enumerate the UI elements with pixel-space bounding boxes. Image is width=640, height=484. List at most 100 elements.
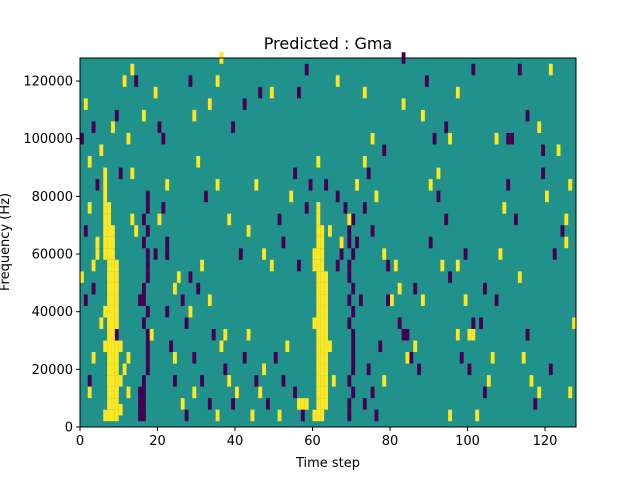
- heatmap-cell: [483, 386, 487, 399]
- heatmap-cell: [328, 225, 332, 237]
- heatmap-cell: [142, 236, 146, 249]
- heatmap-cell: [95, 236, 100, 249]
- x-tick-label: 0: [76, 434, 84, 449]
- heatmap-cell: [440, 259, 445, 272]
- heatmap-cell: [347, 213, 352, 226]
- plot-frame: [79, 57, 577, 428]
- y-tick-label: 100000: [23, 132, 73, 147]
- heatmap-cell: [103, 248, 108, 260]
- heatmap-cell: [320, 248, 325, 260]
- heatmap-cell: [145, 225, 150, 237]
- heatmap-cell: [200, 375, 205, 387]
- heatmap-cell: [494, 132, 499, 145]
- heatmap-cell: [87, 375, 92, 387]
- heatmap-cell: [401, 328, 406, 341]
- heatmap-cell: [192, 386, 197, 399]
- heatmap-cell: [192, 352, 197, 364]
- heatmap-cell: [320, 352, 325, 364]
- heatmap-cell: [114, 259, 119, 272]
- heatmap-cell: [413, 340, 418, 353]
- heatmap-cell: [316, 248, 321, 260]
- heatmap-cell: [297, 86, 301, 99]
- heatmap-cell: [432, 132, 437, 145]
- heatmap-cell: [180, 294, 185, 306]
- heatmap-cell: [250, 409, 255, 422]
- heatmap-cell: [134, 225, 139, 237]
- heatmap-cell: [335, 190, 340, 203]
- heatmap-cell: [107, 328, 112, 341]
- heatmap-cell: [107, 317, 112, 329]
- heatmap-cell: [390, 294, 394, 306]
- x-tick-label: 20: [149, 434, 166, 449]
- heatmap-cell: [111, 340, 115, 353]
- heatmap-cell: [351, 305, 356, 318]
- heatmap-cell: [83, 98, 88, 110]
- heatmap-cell: [91, 352, 96, 364]
- heatmap-cell: [111, 121, 115, 133]
- heatmap-cell: [145, 202, 150, 214]
- heatmap-cell: [308, 179, 313, 191]
- heatmap-cell: [281, 236, 286, 249]
- heatmap-cell: [138, 386, 143, 399]
- heatmap-cell: [397, 282, 402, 295]
- heatmap-cell: [300, 398, 305, 410]
- heatmap-cell: [126, 352, 131, 364]
- heatmap-cell: [114, 271, 119, 283]
- heatmap-cell: [362, 202, 367, 214]
- heatmap-cell: [455, 328, 460, 341]
- y-axis-label: Frequency (Hz): [0, 193, 13, 291]
- heatmap-cell: [145, 259, 150, 272]
- heatmap-cell: [277, 213, 282, 226]
- heatmap-cell: [107, 375, 112, 387]
- heatmap-cell: [142, 294, 146, 306]
- heatmap-cell: [111, 375, 115, 387]
- heatmap-cell: [517, 63, 522, 76]
- heatmap-cell: [107, 294, 112, 306]
- heatmap-cell: [91, 121, 96, 133]
- x-axis-ticks: 0 20 40 60 80 100 120: [76, 427, 557, 449]
- heatmap-cell: [107, 213, 112, 226]
- heatmap-cell: [324, 294, 329, 306]
- heatmap-cell: [95, 248, 100, 260]
- heatmap-cell: [145, 271, 150, 283]
- heatmap-cell: [335, 75, 340, 87]
- heatmap-cell: [428, 179, 433, 191]
- heatmap-cell: [529, 375, 534, 387]
- heatmap-cell: [103, 167, 108, 180]
- heatmap-cell: [107, 398, 112, 410]
- heatmap-cell: [541, 167, 546, 180]
- heatmap-cell: [560, 225, 565, 237]
- heatmap-cell: [324, 386, 329, 399]
- heatmap-cell: [142, 282, 146, 295]
- heatmap-cell: [517, 271, 522, 283]
- heatmap-cell: [114, 282, 119, 295]
- heatmap-cell: [103, 190, 108, 203]
- heatmap-cell: [211, 328, 216, 341]
- heatmap-cell: [548, 63, 553, 76]
- heatmap-cell: [510, 132, 515, 145]
- heatmap-cell: [448, 271, 453, 283]
- heatmap-cell: [103, 202, 108, 214]
- heatmap-cell: [114, 352, 119, 364]
- heatmap-cells: [80, 52, 577, 422]
- heatmap-cell: [548, 363, 553, 376]
- heatmap-cell: [262, 363, 267, 376]
- heatmap-cell: [223, 328, 228, 341]
- heatmap-cell: [382, 248, 387, 260]
- heatmap-cell: [111, 236, 115, 249]
- heatmap-cell: [266, 398, 270, 410]
- heatmap-cell: [107, 282, 112, 295]
- heatmap-cell: [316, 409, 321, 422]
- heatmap-cell: [316, 305, 321, 318]
- heatmap-cell: [525, 328, 530, 341]
- heatmap-cell: [142, 409, 146, 422]
- heatmap-cell: [111, 294, 115, 306]
- heatmap-cell: [107, 386, 112, 399]
- heatmap-cell: [374, 409, 379, 422]
- heatmap-cell: [494, 294, 499, 306]
- heatmap-cell: [254, 375, 259, 387]
- heatmap-cell: [103, 409, 108, 422]
- heatmap-cell: [192, 109, 197, 122]
- heatmap-cell: [80, 132, 84, 145]
- heatmap-cell: [103, 179, 108, 191]
